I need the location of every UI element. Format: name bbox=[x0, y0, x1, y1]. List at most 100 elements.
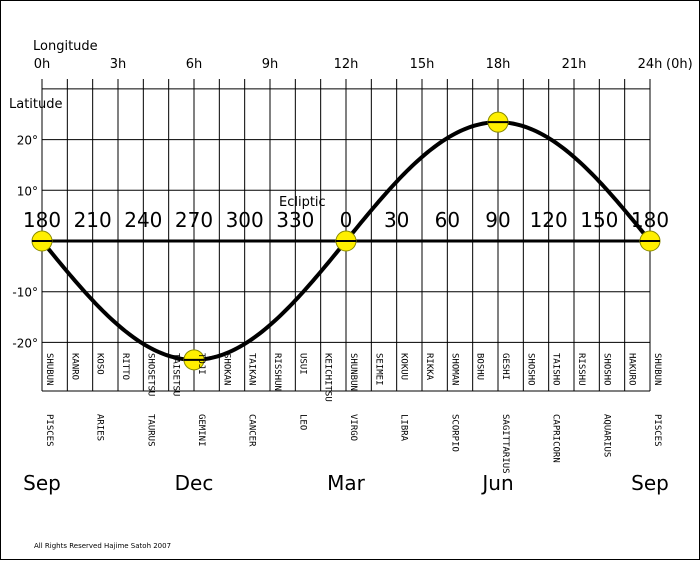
solar-term-group: TAISETSU bbox=[171, 353, 181, 396]
solar-term-group: RISSHUN bbox=[272, 353, 282, 391]
zodiac-sign-group: CAPRICORN bbox=[551, 414, 561, 463]
solar-term-label: TAIKAN bbox=[247, 353, 257, 386]
lat-tick-label: -10° bbox=[12, 286, 38, 300]
latitude-label: Latitude bbox=[9, 97, 63, 112]
solar-term-label: USUI bbox=[297, 353, 307, 375]
solar-term-label: RISSHU bbox=[576, 353, 586, 386]
solar-term-label: GESHI bbox=[500, 353, 510, 380]
ecliptic-longitude-label: 330 bbox=[276, 208, 314, 232]
zodiac-sign-label: LEO bbox=[297, 414, 307, 430]
solar-term-label: SHOKAN bbox=[221, 353, 231, 386]
solar-term-label: HAKURO bbox=[627, 353, 637, 386]
solar-term-group: SHOSHO bbox=[601, 353, 611, 386]
solar-term-label: KEICHITSU bbox=[323, 353, 333, 402]
zodiac-sign-group: SCORPIO bbox=[449, 414, 459, 452]
ecliptic-longitude-labels: 180 210 240 270 300 330 0 30 60 90 120 150 180 bbox=[23, 208, 669, 232]
zodiac-sign-label: PISCES bbox=[652, 414, 662, 447]
zodiac-sign-group: TAURUS bbox=[145, 414, 155, 447]
solar-term-group: HAKURO bbox=[627, 353, 637, 386]
ecliptic-longitude-label: 150 bbox=[580, 208, 618, 232]
solar-term-label: RITTO bbox=[120, 353, 130, 380]
zodiac-sign-group: LEO bbox=[297, 414, 307, 430]
zodiac-sign-group: LIBRA bbox=[399, 414, 409, 442]
ecliptic-longitude-label: 240 bbox=[124, 208, 162, 232]
zodiac-sign-group: PISCES bbox=[652, 414, 662, 447]
ra-tick-label: 18h bbox=[486, 57, 511, 72]
solar-term-label: TOJI bbox=[196, 353, 206, 375]
solar-term-group: SHUBUN bbox=[652, 353, 662, 386]
solar-term-label: SEIMEI bbox=[373, 353, 383, 386]
solar-term-group: KEICHITSU bbox=[323, 353, 333, 402]
solar-term-labels: SHUBUN KANRO KOSO RITTO SHOSETSU TAISETSU TOJI… bbox=[44, 353, 662, 402]
month-labels: Sep Dec Mar Jun Sep bbox=[23, 471, 669, 495]
solar-term-group: TAIKAN bbox=[247, 353, 257, 386]
solar-term-group: GESHI bbox=[500, 353, 510, 380]
ra-tick-label: 15h bbox=[410, 57, 435, 72]
ra-tick-label: 21h bbox=[562, 57, 587, 72]
solar-term-group: SHUBUN bbox=[44, 353, 54, 386]
ecliptic-longitude-label: 210 bbox=[74, 208, 112, 232]
zodiac-sign-labels: PISCES ARIES TAURUS GEMINI CANCER LEO VIRGO LIB… bbox=[44, 414, 662, 474]
solar-term-group: KOSO bbox=[95, 353, 105, 375]
ra-tick-label: 6h bbox=[186, 57, 203, 72]
solar-term-label: BOSHU bbox=[475, 353, 485, 380]
ecliptic-longitude-label: 120 bbox=[530, 208, 568, 232]
solar-term-group: RISSHU bbox=[576, 353, 586, 386]
zodiac-sign-group: ARIES bbox=[95, 414, 105, 441]
lat-tick-label: 20° bbox=[17, 134, 38, 148]
ecliptic-longitude-label: 0 bbox=[340, 208, 353, 232]
zodiac-sign-label: CANCER bbox=[247, 414, 257, 447]
solar-term-label: RISSHUN bbox=[272, 353, 282, 391]
ecliptic-longitude-label: 90 bbox=[485, 208, 510, 232]
solar-term-label: SHOSHO bbox=[601, 353, 611, 386]
month-label: Jun bbox=[480, 471, 513, 495]
ra-tick-label: 9h bbox=[262, 57, 279, 72]
zodiac-sign-label: TAURUS bbox=[145, 414, 155, 447]
solar-term-group: KOKUU bbox=[399, 353, 409, 380]
zodiac-sign-group: SAGITTARIUS bbox=[500, 414, 510, 474]
solar-term-label: RIKKA bbox=[424, 353, 434, 381]
ecliptic-longitude-label: 270 bbox=[175, 208, 213, 232]
longitude-label: Longitude bbox=[33, 39, 98, 54]
solar-term-label: SHUBUN bbox=[44, 353, 54, 386]
month-label: Sep bbox=[23, 471, 61, 495]
solar-term-label: TAISETSU bbox=[171, 353, 181, 396]
lat-tick-label: -20° bbox=[12, 336, 38, 350]
zodiac-sign-group: CANCER bbox=[247, 414, 257, 447]
ra-tick-label: 3h bbox=[110, 57, 127, 72]
solar-term-group: RITTO bbox=[120, 353, 130, 380]
zodiac-sign-label: SAGITTARIUS bbox=[500, 414, 510, 474]
solar-term-label: SHOMAN bbox=[449, 353, 459, 386]
zodiac-sign-group: AQUARIUS bbox=[601, 414, 611, 457]
solar-term-label: KOKUU bbox=[399, 353, 409, 380]
solar-term-label: SHUBUN bbox=[652, 353, 662, 386]
month-label: Dec bbox=[175, 471, 214, 495]
solar-term-label: SHUNBUN bbox=[348, 353, 358, 391]
solar-term-label: KOSO bbox=[95, 353, 105, 375]
solar-term-group: BOSHU bbox=[475, 353, 485, 380]
zodiac-sign-label: AQUARIUS bbox=[601, 414, 611, 457]
zodiac-sign-group: VIRGO bbox=[348, 414, 358, 441]
zodiac-sign-label: CAPRICORN bbox=[551, 414, 561, 463]
solar-term-group: SHOKAN bbox=[221, 353, 231, 386]
solar-term-label: KANRO bbox=[69, 353, 79, 380]
solar-term-group: TOJI bbox=[196, 353, 206, 375]
ecliptic-longitude-label: 60 bbox=[435, 208, 460, 232]
ecliptic-longitude-label: 300 bbox=[226, 208, 264, 232]
solar-term-group: TAISHO bbox=[551, 353, 561, 386]
zodiac-sign-label: GEMINI bbox=[196, 414, 206, 447]
zodiac-sign-label: ARIES bbox=[95, 414, 105, 441]
solar-term-group: SHUNBUN bbox=[348, 353, 358, 391]
zodiac-sign-label: SCORPIO bbox=[449, 414, 459, 452]
ecliptic-label: Ecliptic bbox=[279, 195, 326, 210]
solar-term-group: RIKKA bbox=[424, 353, 434, 381]
solar-term-group: KANRO bbox=[69, 353, 79, 380]
solar-term-label: TAISHO bbox=[551, 353, 561, 386]
zodiac-sign-label: PISCES bbox=[44, 414, 54, 447]
ecliptic-longitude-label: 180 bbox=[23, 208, 61, 232]
solar-term-group: SEIMEI bbox=[373, 353, 383, 386]
month-label: Sep bbox=[631, 471, 669, 495]
zodiac-sign-group: GEMINI bbox=[196, 414, 206, 447]
